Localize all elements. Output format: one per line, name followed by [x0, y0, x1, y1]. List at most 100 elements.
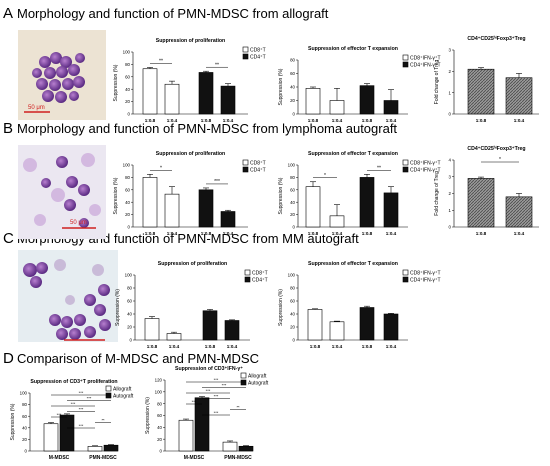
- legend-label: CD4⁺IFN-γ⁺T: [410, 168, 441, 174]
- significance-label: ***: [79, 390, 84, 395]
- y-axis-label: Suppression (%): [278, 289, 284, 326]
- significance-label: ***: [57, 412, 62, 417]
- bar: [164, 193, 180, 228]
- legend-swatch: [402, 61, 409, 68]
- significance-label: *: [324, 173, 326, 179]
- x-tick-label: 1:0.4: [227, 344, 238, 349]
- y-tick-label: 20: [22, 437, 27, 442]
- significance-label: ***: [71, 401, 76, 406]
- significance-label: **: [377, 166, 381, 172]
- chart-b3: CD4⁺CD25ʰⁱFoxp3⁺Treg 0 1 2 3 4 Fold change of …: [434, 144, 539, 236]
- scale-bar-label: 50 μm: [70, 220, 87, 226]
- chart-title: CD4⁺CD25ʰⁱFoxp3⁺Treg: [467, 144, 525, 152]
- significance-label: ***: [87, 396, 92, 401]
- legend-swatch: [244, 276, 251, 283]
- x-tick-label: 1:0.8: [476, 231, 487, 236]
- chart-title: Suppression of effector T expansion: [308, 46, 398, 52]
- legend-label: CD8⁺T: [250, 161, 266, 167]
- legend-swatch: [244, 269, 251, 276]
- y-tick-label: 3: [449, 174, 452, 179]
- y-tick-label: 20: [127, 325, 132, 330]
- panel-B-heading: B Morphology and function of PMN-MDSC fr…: [3, 120, 397, 137]
- bar: [305, 88, 321, 115]
- x-tick-label: PMN-MDSC: [89, 455, 117, 461]
- chart-title: Suppression of proliferation: [156, 151, 225, 157]
- y-tick-label: 0: [293, 338, 296, 343]
- y-tick-label: 0: [128, 225, 131, 230]
- y-tick-label: 40: [157, 425, 162, 430]
- y-tick-label: 80: [22, 402, 27, 407]
- significance-label: **: [159, 59, 163, 65]
- y-tick-label: 0: [25, 449, 28, 454]
- legend-swatch: [240, 379, 247, 386]
- y-tick-label: 20: [290, 325, 295, 330]
- x-tick-label: 1:0.4: [223, 118, 234, 123]
- legend-label: CD4⁺T: [250, 55, 266, 61]
- bar: [220, 85, 236, 115]
- panel-title: Morphology and function of PMN-MDSC from…: [17, 6, 329, 21]
- y-tick-label: 40: [290, 200, 295, 205]
- y-tick-label: 0: [449, 112, 452, 117]
- y-tick-label: 80: [157, 401, 162, 406]
- bar: [307, 309, 323, 341]
- x-tick-label: 1:0.8: [362, 344, 373, 349]
- x-tick-label: PMN-MDSC: [224, 455, 252, 461]
- y-tick-label: 60: [22, 414, 27, 419]
- x-tick-label: 1:0.8: [308, 231, 319, 236]
- bar: [103, 444, 119, 452]
- legend-swatch: [105, 392, 112, 399]
- chart-d2: Suppression of CD3⁺IFN-γ⁺ 0 20 40 60 80 100 120…: [145, 366, 269, 461]
- panel-letter: A: [3, 5, 13, 22]
- legend-swatch: [402, 269, 409, 276]
- bar: [359, 177, 375, 228]
- x-tick-label: 1:0.4: [514, 118, 525, 123]
- panel-letter: D: [3, 350, 14, 367]
- y-tick-label: 100: [288, 273, 296, 278]
- chart-title: Suppression of effector T expansion: [308, 261, 398, 267]
- chart-title: Suppression of CD3⁺IFN-γ⁺: [175, 366, 243, 372]
- legend-swatch: [242, 53, 249, 60]
- legend-swatch: [240, 372, 247, 379]
- chart-b2: Suppression of effector T expansion 0 20 40…: [278, 151, 441, 236]
- chart-title: Suppression of proliferation: [158, 261, 227, 267]
- chart-a1: Suppression of proliferation 0 20 40 60 80 100…: [113, 38, 266, 123]
- y-tick-label: 80: [290, 58, 295, 63]
- bar: [224, 320, 240, 341]
- x-tick-label: 1:0.4: [167, 118, 178, 123]
- legend-label: CD8⁺IFN-γ⁺T: [410, 271, 441, 277]
- x-tick-label: 1:0.8: [362, 231, 373, 236]
- y-tick-label: 3: [449, 48, 452, 53]
- bar: [144, 318, 160, 341]
- micrograph-lymphoma-autograft: 50 μm: [18, 145, 106, 239]
- y-axis-label: Fold change of Treg: [434, 171, 440, 216]
- legend-swatch: [242, 166, 249, 173]
- bar: [59, 414, 75, 452]
- bar: [329, 321, 345, 341]
- legend-swatch: [242, 159, 249, 166]
- significance-label: ***: [192, 399, 197, 404]
- y-tick-label: 100: [20, 391, 28, 396]
- x-tick-label: 1:0.8: [310, 344, 321, 349]
- significance-label: ***: [214, 179, 220, 185]
- y-tick-label: 20: [125, 99, 130, 104]
- micrograph-allograft: 50 μm: [18, 30, 106, 120]
- x-tick-label: M-MDSC: [49, 455, 70, 461]
- y-tick-label: 40: [127, 312, 132, 317]
- bar: [142, 68, 158, 115]
- bar: [220, 211, 236, 228]
- bar: [359, 307, 375, 341]
- bar: [383, 192, 399, 228]
- y-tick-label: 60: [290, 299, 295, 304]
- y-tick-label: 2: [449, 191, 452, 196]
- chart-d1: Suppression of CD3⁺T proliferation 0 20 40 6…: [10, 379, 134, 461]
- legend-label: CD4⁺T: [250, 168, 266, 174]
- y-tick-label: 40: [125, 200, 130, 205]
- bar: [142, 177, 158, 228]
- significance-label: ***: [214, 377, 219, 382]
- y-axis-label: Suppression (%): [115, 289, 121, 326]
- y-tick-label: 20: [157, 437, 162, 442]
- chart-c1: Suppression of proliferation 0 20 40 60 80 100…: [115, 261, 268, 349]
- legend-swatch: [402, 166, 409, 173]
- bar: [178, 419, 194, 452]
- chart-title: Suppression of effector T expansion: [308, 151, 398, 157]
